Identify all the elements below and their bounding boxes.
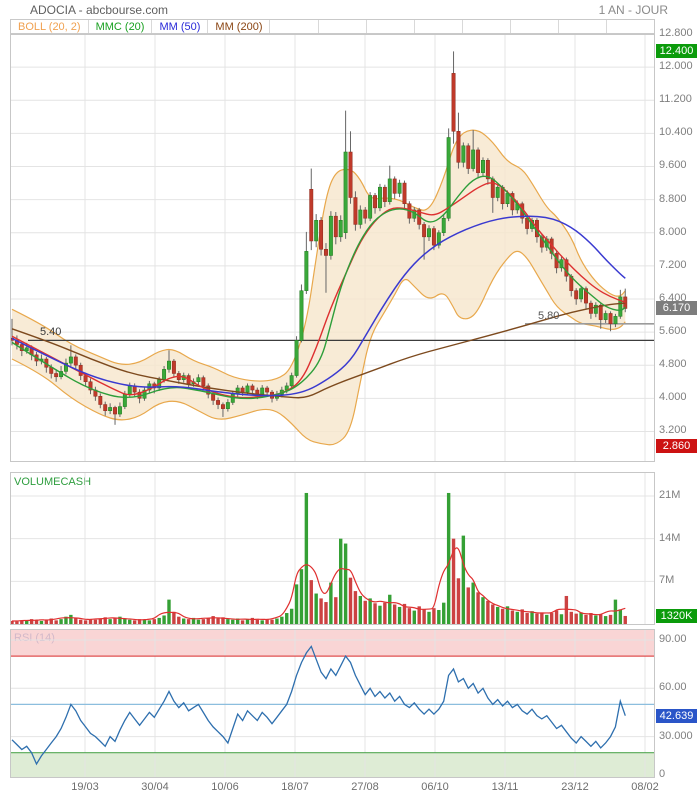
price-axis-label: 8.800 [659, 192, 687, 205]
legend-empty-cell [365, 20, 414, 33]
legend-empty-cell [605, 20, 654, 33]
date-axis-label: 08/02 [631, 781, 659, 793]
date-axis-label: 27/08 [351, 781, 379, 793]
volume-badge: 1320K [656, 608, 697, 623]
last-price-badge: 6.170 [656, 301, 697, 316]
legend-mm200-label: MM (200) [215, 20, 263, 33]
rsi-axis-label: 0 [659, 768, 666, 781]
date-axis-label: 18/07 [281, 781, 309, 793]
timeframe-label: 1 AN - JOUR [598, 3, 668, 17]
price-axis-label: 6.400 [659, 291, 687, 304]
support-level-540-label: 5.40 [40, 326, 62, 339]
date-axis-label: 30/04 [141, 781, 169, 793]
price-axis-label: 4.800 [659, 358, 687, 371]
support-level-580-label: 5.80 [538, 309, 560, 322]
date-axis-label: 13/11 [491, 781, 519, 793]
legend-mm50-label: MM (50) [159, 20, 201, 33]
price-axis-label: 5.600 [659, 325, 687, 338]
volume-panel-label: VOLUMECASH [14, 476, 92, 488]
price-axis-label: 4.000 [659, 391, 687, 404]
legend-item-mmc20: MMC (20) [87, 20, 152, 33]
price-axis-label: 8.000 [659, 225, 687, 238]
price-axis-label: 9.600 [659, 159, 687, 172]
volume-axis-label: 14M [659, 531, 681, 544]
price-axis-label: 10.400 [659, 126, 693, 139]
price-axis-label: 11.200 [659, 93, 692, 106]
period-low-badge: 2.860 [656, 438, 697, 453]
period-high-badge: 12.400 [656, 43, 697, 58]
price-axis-label: 12.000 [659, 60, 693, 73]
legend-mmc20-label: MMC (20) [95, 20, 145, 33]
price-chart[interactable] [10, 34, 655, 462]
page-title: ADOCIA - abcbourse.com [30, 3, 169, 17]
legend-empty-cell [509, 20, 558, 33]
date-axis-label: 10/06 [211, 781, 239, 793]
date-axis-label: 23/12 [561, 781, 589, 793]
indicator-legend: BOLL (20, 2) MMC (20) MM (50) MM (200) [10, 19, 655, 34]
price-axis-label: 3.200 [659, 424, 687, 437]
legend-item-boll: BOLL (20, 2) [11, 20, 88, 33]
legend-boll-label: BOLL (20, 2) [18, 20, 81, 33]
price-axis-label: 12.800 [659, 27, 693, 39]
legend-empty-cell [413, 20, 462, 33]
date-axis-label: 06/10 [421, 781, 449, 793]
legend-empty-cell [557, 20, 606, 33]
volume-axis-label: 7M [659, 574, 675, 587]
volume-axis-label: 21M [659, 489, 681, 501]
rsi-badge: 42.639 [656, 709, 697, 724]
price-axis-label: 7.200 [659, 258, 687, 271]
rsi-chart[interactable] [10, 629, 655, 778]
legend-empty-cell [317, 20, 366, 33]
rsi-axis-label: 30.000 [659, 729, 693, 742]
rsi-axis-label: 60.00 [659, 681, 687, 694]
date-axis-label: 19/03 [71, 781, 99, 793]
legend-empty-cell [269, 20, 317, 33]
rsi-axis-label: 90.00 [659, 633, 687, 645]
legend-empty-cell [461, 20, 510, 33]
volume-chart[interactable] [10, 472, 655, 625]
legend-item-mm200: MM (200) [207, 20, 269, 33]
legend-item-mm50: MM (50) [151, 20, 207, 33]
